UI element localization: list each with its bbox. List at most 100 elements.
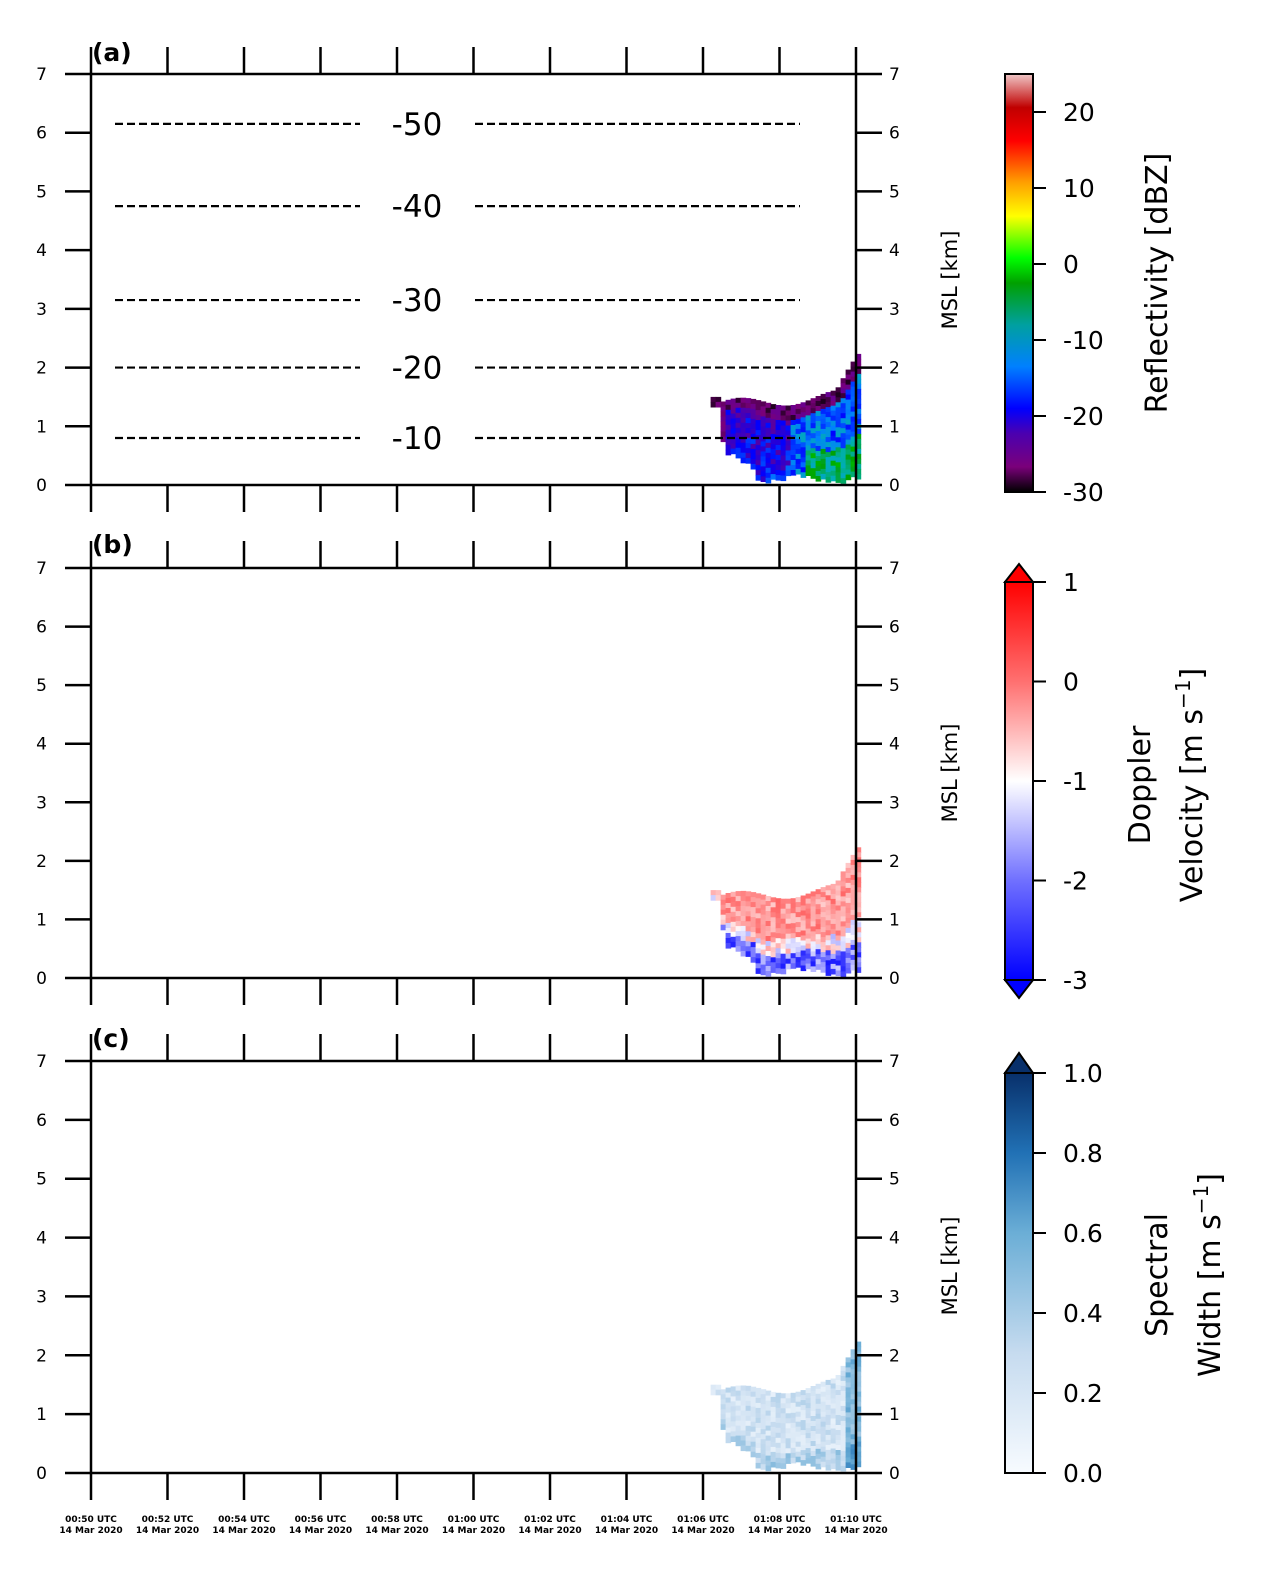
echo-pixel xyxy=(745,433,752,439)
echo-pixel xyxy=(775,475,782,481)
echo-pixel xyxy=(795,917,802,923)
echo-pixel xyxy=(805,1423,812,1429)
echo-pixel xyxy=(750,1451,757,1458)
echo-pixel xyxy=(795,1421,802,1428)
echo-pixel xyxy=(720,1409,727,1415)
echo-pixel xyxy=(805,958,812,965)
echo-pixel xyxy=(815,1428,822,1435)
echo-pixel xyxy=(810,961,817,967)
echo-pixel xyxy=(740,1425,747,1432)
echo-pixel xyxy=(750,438,757,445)
echo-pixel xyxy=(850,406,857,413)
y-tick-label-left: 5 xyxy=(36,182,47,202)
echo-pixel xyxy=(800,960,807,967)
echo-pixel xyxy=(845,1367,852,1373)
x-tick-time-label: 01:04 UTC xyxy=(601,1515,653,1525)
echo-pixel xyxy=(825,1384,832,1391)
echo-pixel xyxy=(790,923,797,929)
echo-pixel xyxy=(820,468,827,475)
echo-pixel xyxy=(815,1393,822,1400)
echo-pixel xyxy=(835,1465,842,1471)
echo-pixel xyxy=(780,898,787,905)
echo-pixel xyxy=(850,1424,857,1430)
echo-pixel xyxy=(845,1382,852,1388)
echo-pixel xyxy=(780,938,787,945)
x-tick-date-label: 14 Mar 2020 xyxy=(748,1526,811,1536)
echo-pixel xyxy=(740,1435,747,1442)
echo-pixel xyxy=(740,940,747,947)
echo-pixel xyxy=(840,398,847,404)
echo-pixel xyxy=(750,408,757,415)
echo-pixel xyxy=(815,1403,822,1410)
y-tick-label-right: 3 xyxy=(889,300,900,320)
echo-pixel xyxy=(785,963,792,970)
echo-pixel xyxy=(785,460,792,467)
echo-pixel xyxy=(800,1430,807,1436)
echo-pixel xyxy=(835,885,842,892)
echo-pixel xyxy=(790,450,797,456)
echo-pixel xyxy=(775,440,782,446)
echo-pixel xyxy=(735,911,742,917)
echo-pixel xyxy=(855,877,862,883)
echo-pixel xyxy=(765,1455,772,1462)
echo-pixel xyxy=(760,1414,767,1420)
echo-pixel xyxy=(760,1449,767,1455)
echo-pixel xyxy=(770,967,777,973)
echo-pixel xyxy=(800,472,807,478)
echo-pixel xyxy=(780,1443,787,1449)
echo-pixel xyxy=(805,1388,812,1394)
echo-pixel xyxy=(750,448,757,455)
echo-pixel xyxy=(760,431,767,437)
echo-pixel xyxy=(735,407,742,414)
echo-pixel xyxy=(845,932,852,939)
echo-pixel xyxy=(730,433,737,440)
echo-pixel xyxy=(795,1401,802,1408)
echo-pixel xyxy=(790,963,797,969)
echo-pixel xyxy=(850,959,857,966)
echo-pixel xyxy=(810,891,817,897)
y-tick-label-left: 7 xyxy=(36,559,47,579)
panel-c-ticks: 0 0 1 1 2 2 3 3 4 4 5 5 6 6 7 7 xyxy=(36,1034,900,1500)
echo-pixel xyxy=(735,1425,742,1432)
echo-pixel xyxy=(855,373,862,380)
echo-pixel xyxy=(725,414,732,421)
echo-pixel xyxy=(825,965,832,971)
colorbar-tick-label: 1 xyxy=(1063,568,1079,597)
echo-pixel xyxy=(730,403,737,410)
echo-pixel xyxy=(750,398,757,405)
echo-pixel xyxy=(815,954,822,960)
echo-pixel xyxy=(850,854,857,861)
echo-pixel xyxy=(855,907,862,913)
spectral-label-sup: −1 xyxy=(1189,1185,1213,1214)
echo-pixel xyxy=(780,1393,787,1399)
spectral-label-text: Width [m s xyxy=(1193,1214,1228,1377)
echo-pixel xyxy=(760,919,767,926)
echo-pixel xyxy=(740,1405,747,1412)
echo-pixel xyxy=(790,948,797,954)
echo-pixel xyxy=(785,1433,792,1439)
x-tick-date-label: 14 Mar 2020 xyxy=(671,1526,734,1536)
echo-pixel xyxy=(830,415,837,422)
panel-c-label: (c) xyxy=(92,1024,130,1053)
echo-pixel xyxy=(720,401,727,408)
echo-pixel xyxy=(735,437,742,444)
echo-pixel xyxy=(745,428,752,434)
echo-pixel xyxy=(850,879,857,886)
echo-pixel xyxy=(835,955,842,962)
doppler-velocity-echo xyxy=(710,847,862,977)
echo-pixel xyxy=(725,1402,732,1409)
echo-pixel xyxy=(800,965,807,972)
echo-pixel xyxy=(775,1402,782,1409)
echo-pixel xyxy=(785,953,792,960)
echo-pixel xyxy=(815,904,822,910)
echo-pixel xyxy=(720,914,727,921)
echo-pixel xyxy=(775,903,782,909)
echo-pixel xyxy=(835,905,842,912)
echo-pixel xyxy=(835,895,842,902)
echo-pixel xyxy=(775,445,782,451)
echo-pixel xyxy=(785,450,792,457)
echo-pixel xyxy=(845,454,852,461)
echo-pixel xyxy=(850,859,857,866)
echo-pixel xyxy=(855,962,862,968)
echo-pixel xyxy=(755,913,762,919)
